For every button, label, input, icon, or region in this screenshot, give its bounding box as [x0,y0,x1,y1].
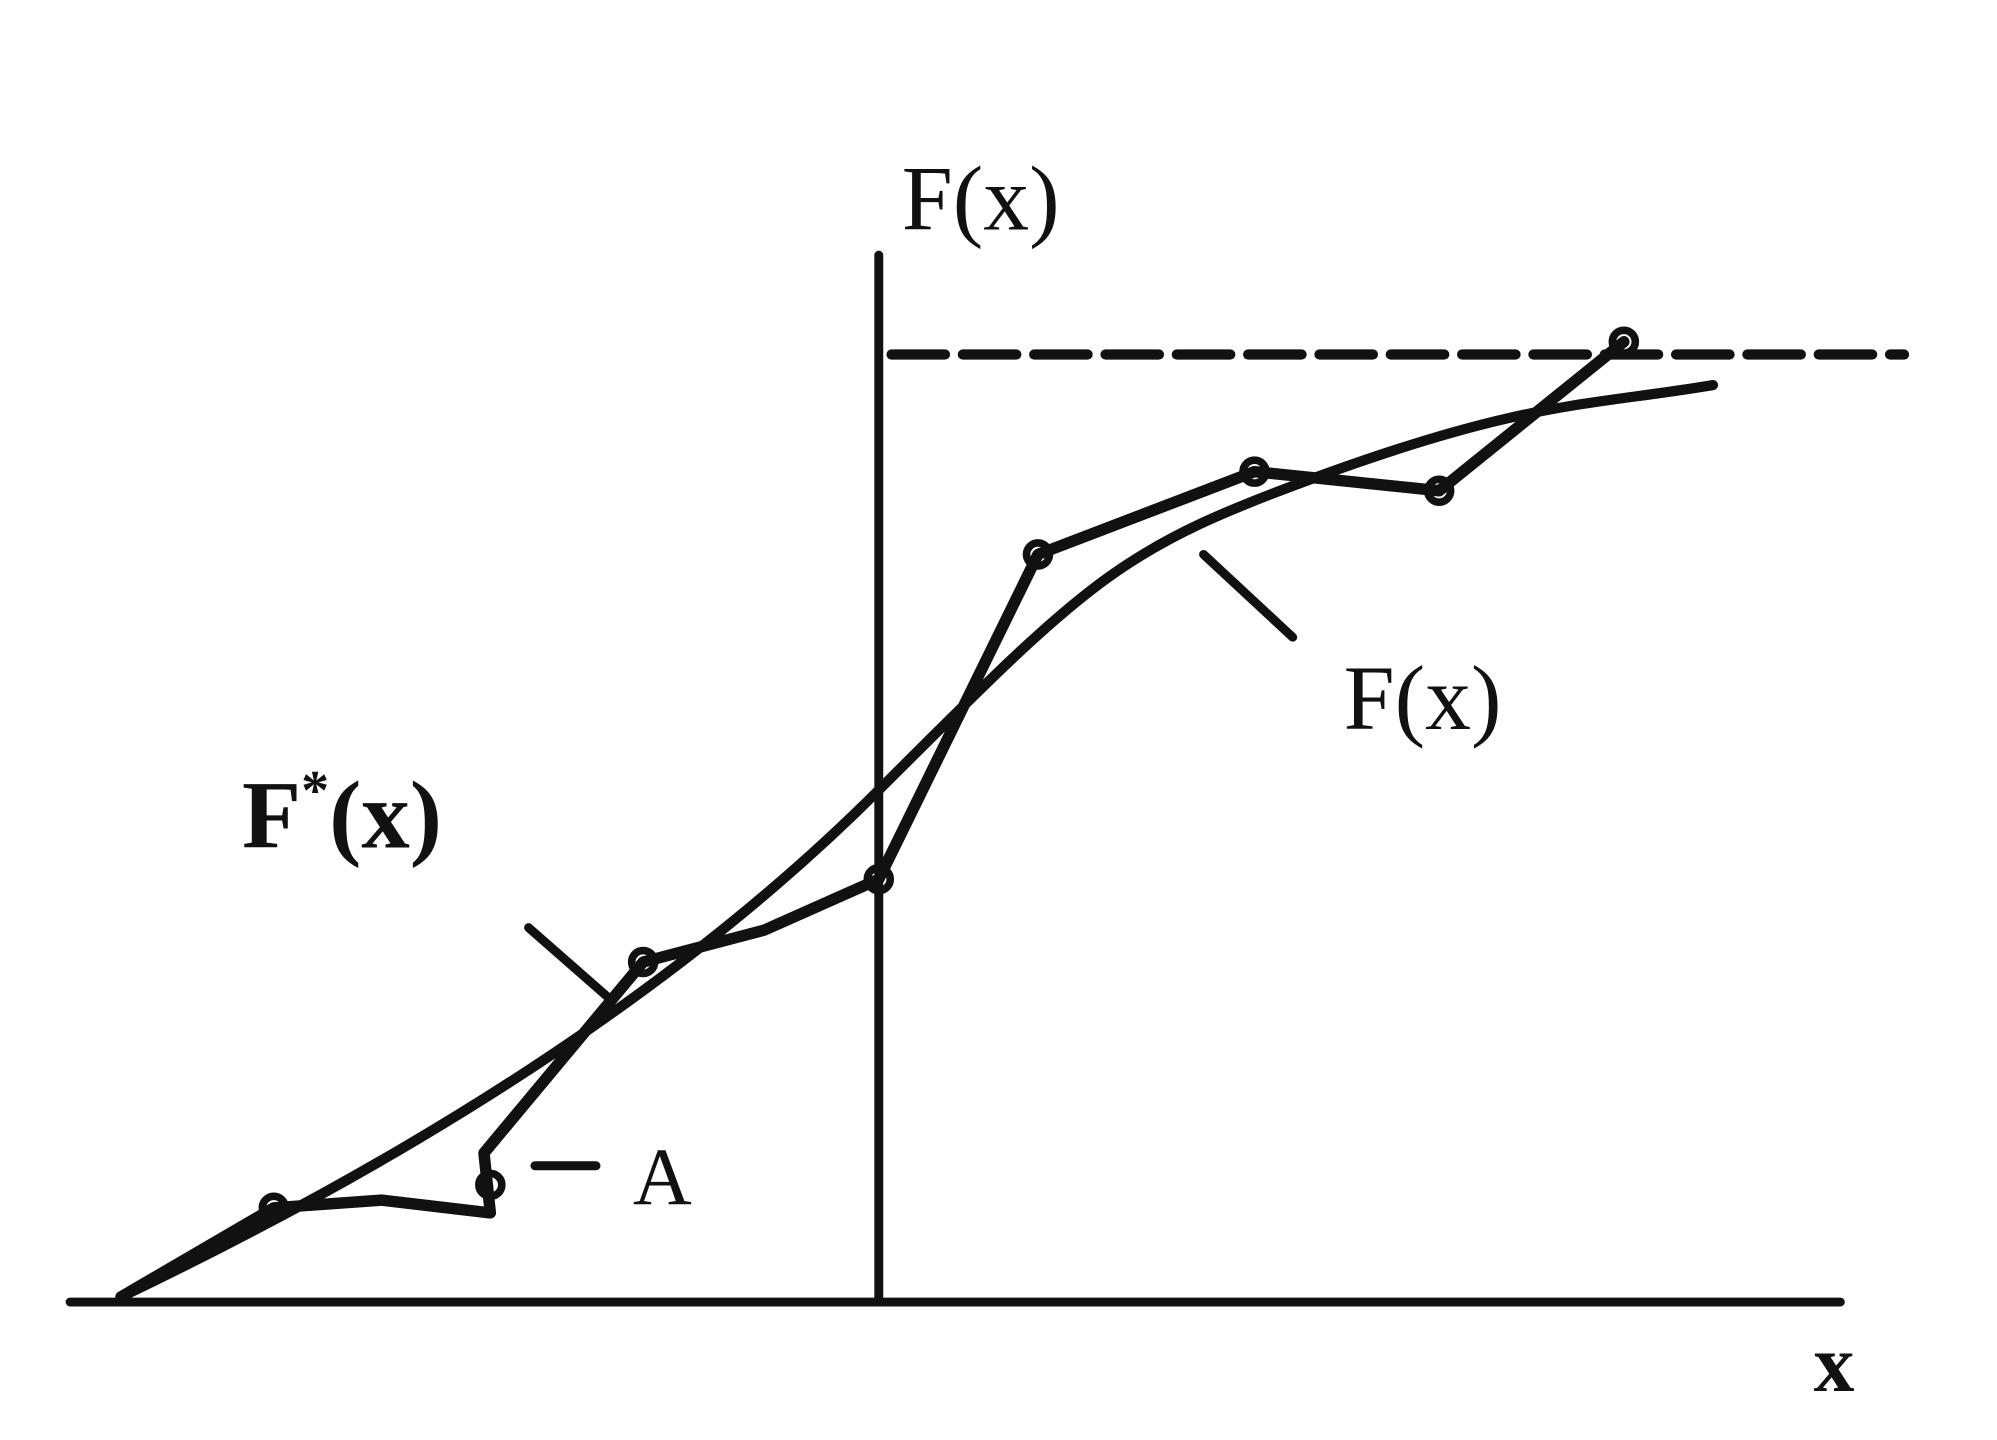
empirical-vertices [258,326,1640,1224]
vertex [258,1192,290,1224]
empirical-curve [115,336,1630,1303]
vertex [1423,475,1455,507]
y-axis-label: F(x) [902,148,1060,250]
label-args: (x) [329,761,442,868]
label-sup: * [301,760,329,822]
theoretical-curve [115,379,1719,1303]
vertex [1022,539,1054,570]
vertex [475,1169,506,1201]
vertex [627,946,659,978]
theoretical-label: F(x) [1344,647,1502,749]
vertex [863,863,895,895]
empirical-label: F*(x) [242,760,442,868]
point-label: A [633,1131,692,1222]
leader-theoretical [1199,549,1298,642]
vertex [1239,456,1270,487]
vertex [1608,326,1640,358]
leader-empirical [524,923,616,1005]
x-axis-label: x [1814,1318,1855,1409]
label-base: F [242,761,301,868]
